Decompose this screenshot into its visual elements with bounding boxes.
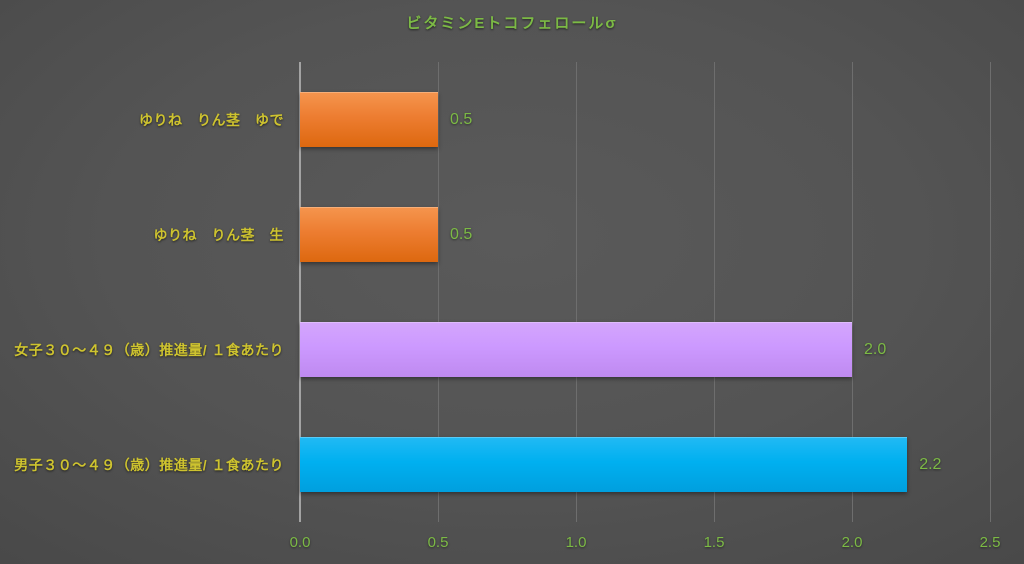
gridline — [576, 62, 577, 522]
plot-area: 0.5 0.5 2.0 2.2 — [299, 62, 991, 522]
x-tick-label: 2.5 — [979, 534, 1001, 551]
gridline — [990, 62, 991, 522]
bar-row: 2.2 — [300, 407, 990, 522]
bar — [300, 92, 438, 147]
category-label: ゆりね りん茎 生 — [153, 226, 284, 243]
x-tick-label: 2.0 — [841, 534, 863, 551]
bar — [300, 322, 852, 377]
bar — [300, 437, 908, 492]
bar — [300, 207, 438, 262]
chart-title: ビタミンEトコフェロールσ — [406, 15, 618, 32]
gridline — [438, 62, 439, 522]
bar-row: 0.5 — [300, 62, 990, 177]
x-tick-label: 0.5 — [427, 534, 449, 551]
gridline — [852, 62, 853, 522]
x-tick-label: 1.0 — [565, 534, 587, 551]
category-label: 女子３０～４９（歳）推進量/ １食あたり — [14, 341, 284, 358]
gridline — [714, 62, 715, 522]
x-tick-label: 1.5 — [703, 534, 725, 551]
category-axis-labels: ゆりね りん茎 ゆでゆりね りん茎 生女子３０～４９（歳）推進量/ １食あたり男… — [0, 62, 292, 522]
value-axis-line — [299, 62, 301, 522]
data-label: 2.0 — [864, 340, 887, 358]
category-label: ゆりね りん茎 ゆで — [139, 111, 284, 128]
data-label: 0.5 — [450, 110, 473, 128]
bar-row: 0.5 — [300, 177, 990, 292]
data-label: 2.2 — [919, 455, 942, 473]
category-label: 男子３０～４９（歳）推進量/ １食あたり — [14, 456, 284, 473]
value-axis-tick-labels: 0.0 0.5 1.0 1.5 2.0 2.5 — [290, 530, 1001, 558]
data-label: 0.5 — [450, 225, 473, 243]
bar-row: 2.0 — [300, 292, 990, 407]
x-tick-label: 0.0 — [289, 534, 311, 551]
